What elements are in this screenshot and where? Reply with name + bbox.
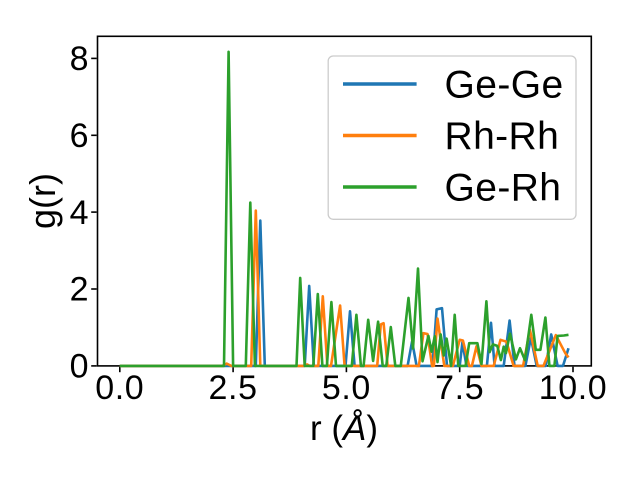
svg-text:g(r): g(r) [22, 173, 63, 229]
svg-text:4: 4 [70, 194, 89, 232]
svg-text:Rh-Rh: Rh-Rh [445, 115, 560, 158]
svg-text:0: 0 [70, 348, 89, 386]
svg-text:10.0: 10.0 [539, 369, 608, 407]
svg-text:8: 8 [70, 40, 89, 78]
svg-text:2.5: 2.5 [209, 369, 258, 407]
svg-text:6: 6 [70, 117, 89, 155]
svg-text:7.5: 7.5 [435, 369, 484, 407]
svg-text:Ge-Ge: Ge-Ge [445, 63, 564, 106]
svg-text:0.0: 0.0 [95, 369, 144, 407]
svg-text:r (Å): r (Å) [310, 409, 378, 448]
svg-text:2: 2 [70, 271, 89, 309]
svg-text:Ge-Rh: Ge-Rh [445, 166, 562, 209]
svg-text:5.0: 5.0 [322, 369, 371, 407]
